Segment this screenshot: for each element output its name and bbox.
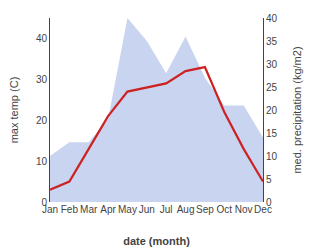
svg-text:Nov: Nov <box>235 204 253 215</box>
svg-text:25: 25 <box>266 82 278 93</box>
svg-text:30: 30 <box>266 59 278 70</box>
svg-text:Oct: Oct <box>216 204 232 215</box>
svg-text:Jul: Jul <box>160 204 173 215</box>
svg-text:Feb: Feb <box>61 204 79 215</box>
svg-text:0: 0 <box>266 197 272 208</box>
svg-text:Dec: Dec <box>254 204 272 215</box>
svg-text:Jun: Jun <box>139 204 155 215</box>
svg-text:date (month): date (month) <box>123 235 190 247</box>
svg-text:max temp (C): max temp (C) <box>8 77 20 144</box>
svg-text:Aug: Aug <box>177 204 195 215</box>
svg-text:10: 10 <box>36 156 48 167</box>
svg-text:May: May <box>118 204 137 215</box>
svg-text:5: 5 <box>266 174 272 185</box>
svg-text:med. precipitation (kg/m2): med. precipitation (kg/m2) <box>291 46 303 173</box>
svg-text:Mar: Mar <box>80 204 98 215</box>
svg-text:40: 40 <box>266 13 278 24</box>
svg-text:30: 30 <box>36 74 48 85</box>
svg-text:10: 10 <box>266 151 278 162</box>
svg-text:0: 0 <box>41 197 47 208</box>
svg-text:35: 35 <box>266 36 278 47</box>
svg-text:20: 20 <box>36 115 48 126</box>
svg-text:Apr: Apr <box>100 204 116 215</box>
svg-text:Jan: Jan <box>42 204 58 215</box>
svg-text:20: 20 <box>266 105 278 116</box>
svg-text:Sep: Sep <box>196 204 214 215</box>
svg-text:40: 40 <box>36 33 48 44</box>
svg-text:15: 15 <box>266 128 278 139</box>
